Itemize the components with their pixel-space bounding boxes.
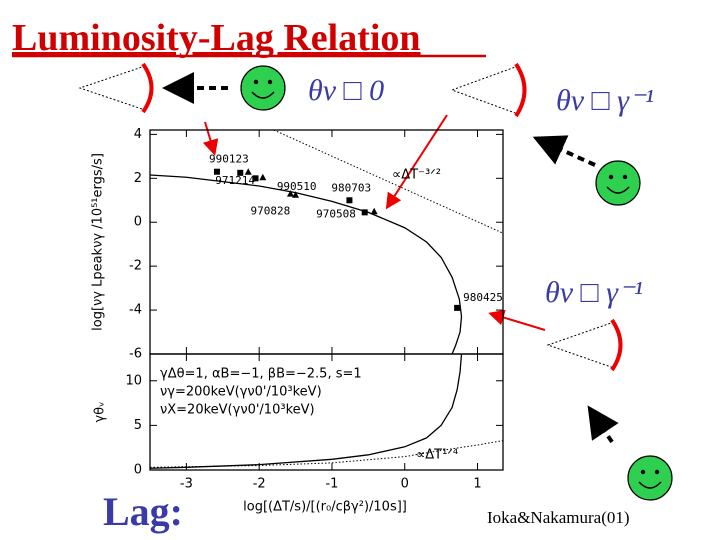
point-label: 970508 xyxy=(316,207,356,220)
data-point xyxy=(252,175,259,182)
plot-frame xyxy=(149,129,504,355)
data-point xyxy=(346,197,353,204)
observer-face xyxy=(240,65,286,111)
panel-note: γΔθ=1, αB=−1, βB=−2.5, s=1 xyxy=(160,367,362,382)
y-tick-label: 0 xyxy=(134,463,142,478)
panel-note: νX=20keV(γν0'/10³keV) xyxy=(160,403,315,418)
curve-annotation: ∝ΔT⁻³ᐟ² xyxy=(392,168,441,183)
y-axis-label: γθᵥ xyxy=(93,401,108,422)
curve xyxy=(149,440,504,468)
pointer-arrow xyxy=(202,121,219,156)
data-point xyxy=(244,168,252,175)
cone xyxy=(78,62,154,114)
credit: Ioka&Nakamura(01) xyxy=(487,508,630,527)
point-label: 990510 xyxy=(277,180,317,193)
point-label: 990123 xyxy=(209,153,249,166)
data-point xyxy=(237,169,244,176)
curve xyxy=(149,353,463,469)
data-point xyxy=(286,190,294,197)
pointer-arrow xyxy=(488,309,546,331)
plot-frame xyxy=(149,353,504,471)
x-tick-label: 0 xyxy=(401,477,409,492)
data-point xyxy=(454,304,461,311)
data-point xyxy=(213,168,220,175)
slide-title: Luminosity-Lag Relation xyxy=(12,17,421,59)
condition: θv □ γ⁻¹ xyxy=(556,84,654,117)
view-arrow xyxy=(587,405,619,444)
y-tick-label: -4 xyxy=(129,303,142,318)
y-tick-label: 10 xyxy=(125,373,142,388)
cone xyxy=(450,62,527,118)
condition: θv □ 0 xyxy=(308,74,384,107)
point-label: 980425 xyxy=(463,291,503,304)
point-label: 971214 xyxy=(215,174,255,187)
curve-annotation: ∝ΔT¹ᐟ⁴ xyxy=(416,448,458,463)
y-tick-label: 4 xyxy=(134,127,142,142)
data-point xyxy=(370,207,378,215)
y-tick-label: 2 xyxy=(134,171,142,186)
data-point xyxy=(292,191,300,198)
data-point xyxy=(259,173,267,181)
pointer-arrow xyxy=(385,114,448,210)
cone xyxy=(546,318,623,372)
panel-note: νγ=200keV(γν0'/10³keV) xyxy=(160,385,322,400)
y-tick-label: 0 xyxy=(134,215,142,230)
y-tick-label: -6 xyxy=(129,347,142,362)
x-tick-label: -2 xyxy=(253,477,266,492)
x-axis-label: log[(ΔT/s)/[(r₀/cβγ²)/10s]] xyxy=(243,500,407,515)
x-tick-label: -3 xyxy=(180,477,193,492)
plot: -6 -4 -2 0 2 4 log[νγ Lpeakνγ /10⁵¹ergs/s] 9901… xyxy=(91,127,504,515)
y-tick-label: 5 xyxy=(134,418,142,433)
y-tick-label: -2 xyxy=(129,259,142,274)
lag-label: Lag: xyxy=(103,489,183,534)
view-arrow xyxy=(532,135,596,167)
y-axis-label: log[νγ Lpeakνγ /10⁵¹ergs/s] xyxy=(91,153,106,331)
x-tick-label: 1 xyxy=(473,477,481,492)
data-point xyxy=(361,209,368,216)
point-label: 970828 xyxy=(250,205,290,218)
point-label: 980703 xyxy=(331,181,371,194)
x-tick-label: -1 xyxy=(325,477,338,492)
curve xyxy=(149,174,463,355)
condition: θv □ γ⁻¹ xyxy=(545,276,643,309)
observer-face xyxy=(627,455,673,501)
observer-face xyxy=(595,160,641,206)
